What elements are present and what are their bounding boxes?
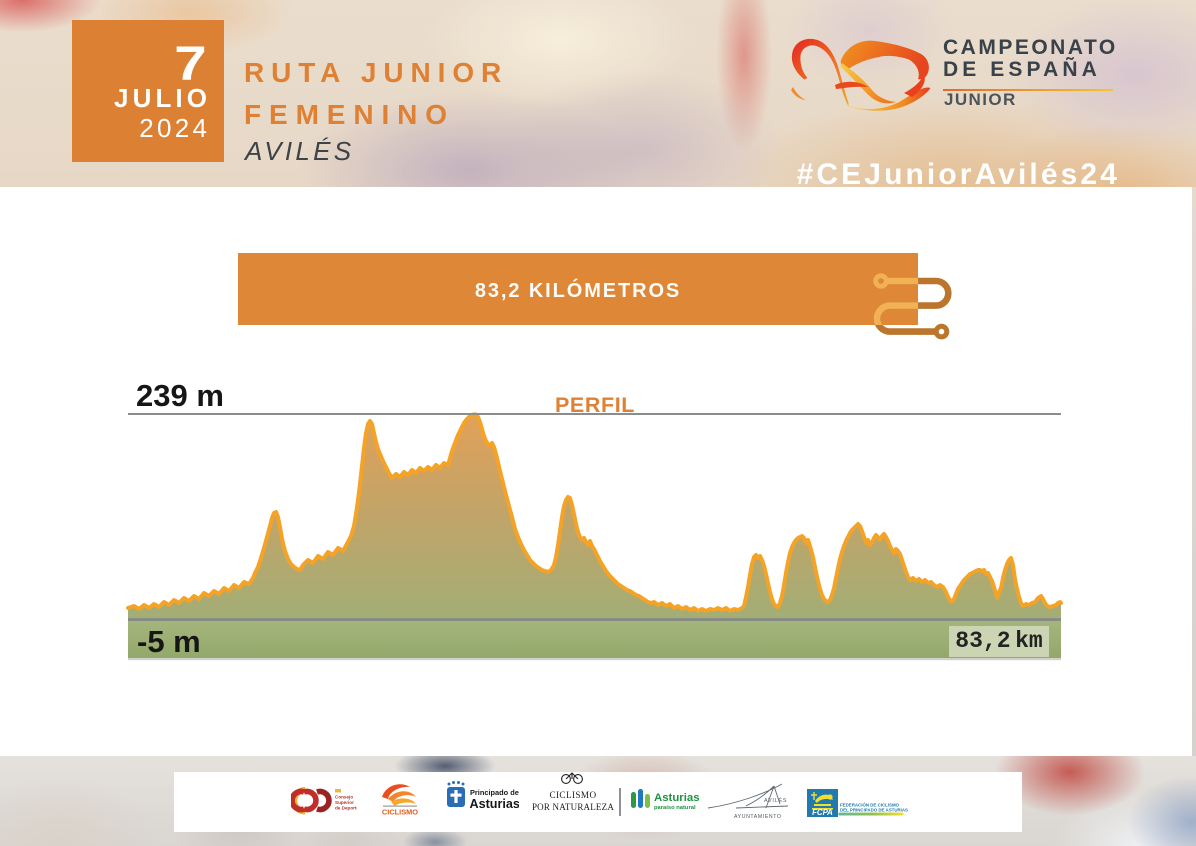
svg-text:FCPA: FCPA <box>812 808 833 817</box>
svg-text:AVILÉS: AVILÉS <box>764 797 787 804</box>
svg-text:paraíso natural: paraíso natural <box>654 805 696 811</box>
svg-text:POR NATURALEZA: POR NATURALEZA <box>532 802 614 812</box>
svg-text:Principado de: Principado de <box>470 788 519 797</box>
svg-text:AYUNTAMIENTO: AYUNTAMIENTO <box>734 814 782 820</box>
svg-text:Asturias: Asturias <box>654 792 700 804</box>
svg-text:DEL PRINCIPADO DE ASTURIAS: DEL PRINCIPADO DE ASTURIAS <box>840 808 908 813</box>
svg-text:CICLISMO: CICLISMO <box>382 808 418 817</box>
svg-text:FEDERACIÓN DE CICLISMO: FEDERACIÓN DE CICLISMO <box>840 803 900 808</box>
svg-text:Superior: Superior <box>335 800 354 805</box>
svg-text:CICLISMO: CICLISMO <box>549 790 596 800</box>
svg-text:Asturias: Asturias <box>470 797 520 811</box>
svg-text:de Deportes: de Deportes <box>335 805 357 810</box>
svg-text:Consejo: Consejo <box>335 795 353 800</box>
